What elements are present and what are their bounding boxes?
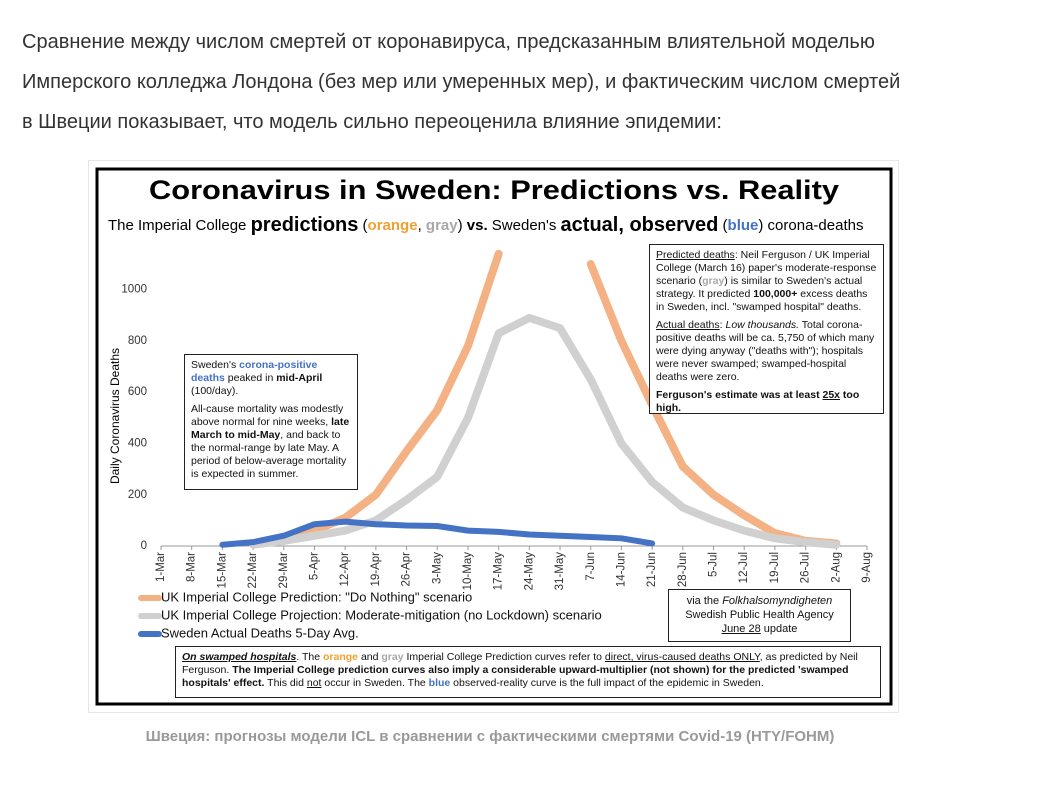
x-tick-label: 1-Mar	[155, 552, 167, 582]
y-tick-label: 400	[128, 438, 147, 450]
legend-label: UK Imperial College Prediction: "Do Noth…	[161, 589, 472, 604]
annotation-text: Ferguson's estimate was at least 25x too…	[656, 389, 860, 414]
x-tick-label: 12-Apr	[339, 552, 351, 587]
x-tick-label: 28-Jun	[677, 552, 689, 587]
x-tick-label: 5-Jul	[708, 552, 720, 577]
x-tick-label: 31-May	[554, 552, 566, 591]
y-tick-label: 600	[128, 386, 147, 398]
x-tick-label: 24-May	[523, 552, 535, 591]
series-line	[279, 249, 503, 545]
y-tick-label: 200	[128, 489, 147, 501]
annotation-box: Sweden's corona-positive deaths peaked i…	[184, 354, 358, 490]
chart-subtitle: The Imperial College predictions (orange…	[108, 214, 863, 236]
chart-title: Coronavirus in Sweden: Predictions vs. R…	[149, 175, 839, 205]
x-tick-label: 22-Mar	[247, 552, 259, 589]
annotation-box: Predicted deaths: Neil Ferguson / UK Imp…	[649, 244, 884, 414]
x-tick-label: 15-Mar	[216, 552, 228, 589]
source-text: Swedish Public Health Agency	[685, 609, 834, 621]
source-text: via the Folkhalsomyndigheten	[686, 595, 833, 607]
annotation-text: Predicted deaths: Neil Ferguson / UK Imp…	[656, 249, 877, 313]
image-caption: Швеция: прогнозы модели ICL в сравнении …	[145, 728, 835, 745]
x-tick-label: 12-Jul	[738, 552, 750, 583]
y-tick-label: 800	[128, 335, 147, 347]
x-tick-label: 7-Jun	[585, 552, 597, 581]
x-tick-label: 3-May	[431, 552, 443, 584]
x-tick-label: 29-Mar	[278, 552, 290, 589]
y-tick-label: 1000	[121, 284, 147, 296]
plot-area	[219, 249, 841, 549]
source-box: via the Folkhalsomyndigheten Swedish Pub…	[668, 589, 851, 642]
x-tick-label: 21-Jun	[646, 552, 658, 587]
legend-label: UK Imperial College Projection: Moderate…	[161, 607, 602, 622]
x-tick-label: 5-Apr	[309, 552, 321, 580]
x-tick-label: 9-Aug	[861, 552, 873, 583]
series-line	[219, 518, 656, 548]
legend-label: Sweden Actual Deaths 5-Day Avg.	[161, 625, 359, 640]
article-paragraph: Сравнение между числом смертей от корона…	[22, 22, 900, 142]
annotation-text: All-cause mortality was modestly above n…	[191, 403, 350, 480]
x-tick-label: 19-Jul	[769, 552, 781, 583]
x-tick-label: 26-Jul	[800, 552, 812, 583]
x-tick-label: 14-Jun	[615, 552, 627, 587]
annotation-text: Sweden's corona-positive deaths peaked i…	[191, 359, 323, 397]
x-tick-label: 17-May	[493, 552, 505, 591]
x-tick-label: 26-Apr	[401, 552, 413, 587]
series-line	[249, 313, 841, 549]
paragraph-line: Сравнение между числом смертей от корона…	[22, 31, 875, 53]
x-tick-label: 10-May	[462, 552, 474, 591]
annotation-text: Actual deaths: Low thousands. Total coro…	[656, 319, 875, 383]
paragraph-line: Имперского колледжа Лондона (без мер или…	[22, 71, 901, 93]
x-tick-label: 2-Aug	[830, 552, 842, 583]
source-text: June 28 update	[721, 623, 798, 635]
x-tick-label: 8-Mar	[186, 552, 198, 582]
chart-image: Coronavirus in Sweden: Predictions vs. R…	[88, 160, 899, 713]
x-tick-label: 19-Apr	[370, 552, 382, 587]
y-tick-label: 0	[141, 540, 147, 552]
paragraph-line: в Швеции показывает, что модель сильно п…	[22, 111, 722, 133]
note-box: On swamped hospitals. The orange and gra…	[175, 646, 881, 698]
y-axis-label: Daily Coronavirus Deaths	[108, 348, 122, 484]
